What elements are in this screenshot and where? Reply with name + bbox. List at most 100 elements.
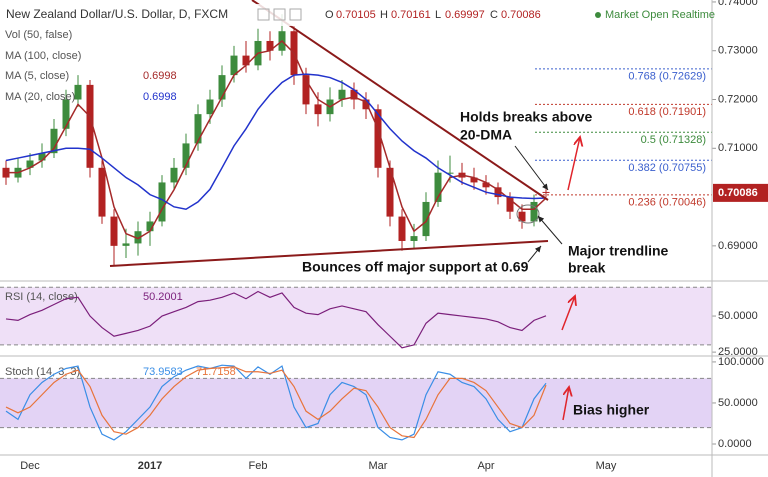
fib-label: 0.382 (0.70755) [628,162,706,174]
ma-line [5,73,547,211]
arrow [562,387,569,421]
last-price-box [713,183,768,202]
candle-body [314,104,322,115]
status-dot [595,12,601,18]
annotation: Bounces off major support at 0.69 [302,259,529,275]
y-tick-label: 25.0000 [718,346,758,358]
fib-label: 0.618 (0.71901) [628,106,706,118]
y-tick-label: 0.69000 [718,240,758,252]
ohlc-value: 0.70086 [501,9,541,21]
x-tick-label: Feb [249,460,268,472]
legend-label: MA (5, close) [5,70,69,82]
y-tick-label: 0.71000 [718,142,758,154]
candle-body [494,187,502,198]
candle-body [338,89,346,100]
arrow [527,245,542,263]
y-tick-label: 50.0000 [718,310,758,322]
candle-body [230,55,238,76]
candle-body [98,167,106,217]
candle-body [206,99,214,115]
candle-body [446,172,454,174]
legend-value: 0.6998 [143,70,177,82]
candle-body [74,84,82,100]
candle-body [398,216,406,241]
last-price-label: 0.70086 [718,187,758,199]
candle-body [434,172,442,202]
annotation: Major trendline [568,243,669,259]
panel-title: Stoch (14, 3, 3) [5,366,80,378]
y-tick-label: 0.72000 [718,93,758,105]
candle-body [134,231,142,244]
ohlc-label: O [325,9,334,21]
arrow [561,296,575,331]
annotation: 20-DMA [460,127,512,143]
support-line [109,240,549,267]
arrow [567,137,580,191]
highlight-circle [516,204,540,224]
ohlc-label: H [380,9,388,21]
candle-body [38,153,46,161]
icon [289,8,302,21]
panel-title: RSI (14, close) [5,291,78,303]
trendline [251,0,549,201]
y-tick-label: 0.73000 [718,45,758,57]
arrow [514,145,549,191]
x-tick-label: 2017 [138,460,162,472]
candle-body [386,167,394,217]
candle-body [110,216,118,246]
candle-body [470,177,478,183]
band [0,287,712,345]
x-tick-label: Dec [20,460,40,472]
ohlc-value: 0.70161 [391,9,431,21]
market-status: Market Open Realtime [605,9,715,21]
icon [273,8,286,21]
panel-value: 71.7158 [196,366,236,378]
fib-label: 0.236 (0.70046) [628,197,706,209]
candle-body [146,221,154,232]
fib-label: 0.5 (0.71328) [641,134,706,146]
annotation: Holds breaks above [460,109,592,125]
candle-body [62,99,70,129]
indicator-label: Vol (50, false) [5,29,72,41]
candle-body [422,201,430,237]
candle-body [26,160,34,168]
candle-body [242,55,250,66]
candle-body [410,236,418,241]
candle-body [374,109,382,168]
candle-body [506,197,514,212]
panel-value: 50.2001 [143,291,183,303]
candle-body [350,89,358,100]
candle-body [194,114,202,144]
candle-body [50,128,58,154]
x-tick-label: May [596,460,617,472]
legend-value: 0.6998 [143,91,177,103]
candle-body [266,40,274,51]
y-tick-label: 0.0000 [718,438,752,450]
indicator-line [5,290,547,349]
band [0,378,712,428]
candle-body [482,182,490,188]
y-tick-label: 0.74000 [718,0,758,8]
x-tick-label: Apr [477,460,494,472]
candle-body [218,75,226,100]
candle-body [302,75,310,105]
candle-body [158,182,166,222]
ohlc-value: 0.70105 [336,9,376,21]
chart-title: New Zealand Dollar/U.S. Dollar, D, FXCM [6,7,228,21]
candle-body [530,201,538,222]
ma-line [6,39,547,240]
legend-label: MA (20, close) [5,91,75,103]
annotation: Bias higher [573,402,650,418]
candle-body [362,99,370,110]
candle-body [86,84,94,168]
candle-body [170,167,178,183]
fib-label: 0.768 (0.72629) [628,71,706,83]
candle-body [542,191,550,193]
candle-body [182,143,190,168]
arrow [537,215,563,245]
ohlc-label: C [490,9,498,21]
header-background [0,4,590,26]
